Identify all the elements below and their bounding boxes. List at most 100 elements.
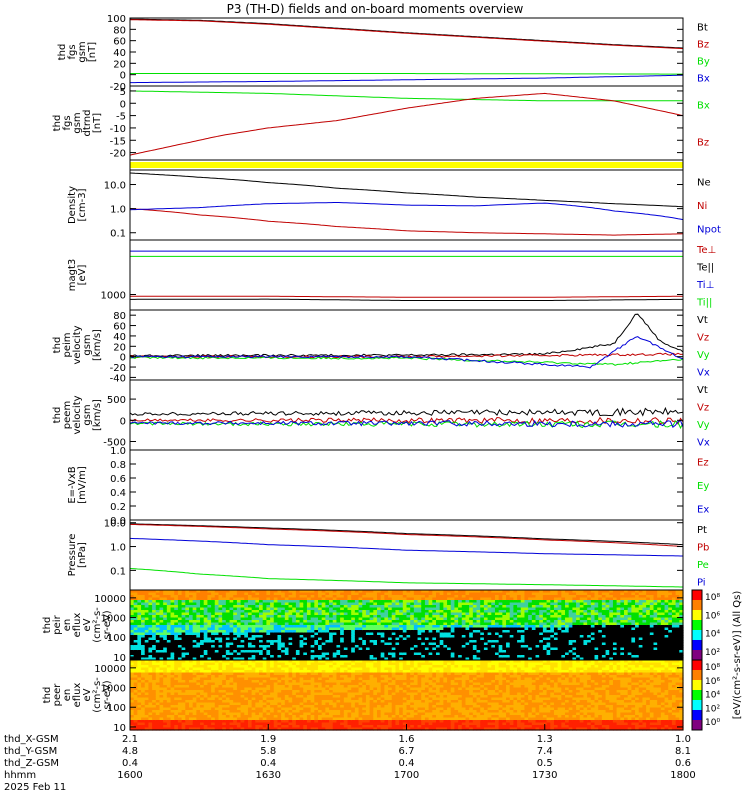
- xtick-hhmm-0: 1600: [117, 770, 142, 781]
- legend-fgs_gse_detrended-1: Bz: [697, 138, 709, 149]
- peim_velocity-series-vy: [129, 356, 684, 366]
- peer-spectrogram: [130, 660, 684, 731]
- plot-title: P3 (TH-D) fields and on-board moments ov…: [226, 2, 524, 16]
- ytick-fgs_gsm-5: 0: [120, 71, 126, 82]
- ylabel-peir_spectrogram-4: eV: [82, 618, 93, 631]
- ytick-peir_spectrogram-1: 1000: [101, 614, 126, 625]
- ytick-pressure-2: 0.1: [110, 566, 126, 577]
- flag-bar-frame: [129, 159, 684, 171]
- fgs_gsm-series-bt: [129, 18, 684, 49]
- ylabel-peir_spectrogram-5: (cm²-s-: [92, 607, 103, 643]
- legend-density-1: Ni: [697, 201, 707, 212]
- ylabel-fgs_gsm-1: fgs: [67, 44, 78, 59]
- legend-fgs_gsm-0: Bt: [697, 23, 708, 34]
- ylabel-pressure-0: Pressure: [67, 534, 78, 577]
- ytick-fgs_gsm-6: -20: [110, 82, 126, 93]
- ytick-peem_velocity-0: 500: [107, 395, 126, 406]
- ytick-efield-2: 0.6: [110, 474, 126, 485]
- legend-peim_velocity-2: Vy: [697, 350, 710, 361]
- ylabel-peim_velocity-4: [km/s]: [92, 329, 103, 361]
- legend-fgs_gsm-2: By: [697, 57, 710, 68]
- ytick-peer_spectrogram-0: 10000: [94, 664, 126, 675]
- legend-density-0: Ne: [697, 178, 711, 189]
- peim_velocity-series-vx: [129, 336, 684, 369]
- peir_spectrogram-colorbar: [691, 589, 703, 661]
- legend-peim_velocity-1: Vz: [697, 332, 709, 343]
- ylabel-efield-1: [mV/m]: [77, 466, 88, 504]
- ytick-peim_velocity-2: 40: [113, 332, 126, 343]
- ytick-pressure-1: 1.0: [110, 543, 126, 554]
- xtick-X-1: 1.9: [260, 734, 276, 745]
- pressure-series-pb: [129, 523, 684, 547]
- xtick-Y-0: 4.8: [122, 746, 138, 757]
- ytick-fgs_gse_detrended-5: -20: [110, 149, 126, 160]
- ylabel-fgs_gsm-2: gsm: [77, 41, 88, 62]
- legend-pressure-1: Pb: [697, 542, 709, 553]
- legend-temperature-2: Ti⊥: [696, 280, 714, 291]
- xtick-Z-0: 0.4: [122, 758, 138, 769]
- xtick-Z-3: 0.5: [537, 758, 553, 769]
- xtick-hhmm-2: 1700: [394, 770, 419, 781]
- ytick-density-0: 10.0: [104, 181, 126, 192]
- peem_velocity-series-vt: [129, 406, 684, 417]
- legend-fgs_gsm-1: Bz: [697, 40, 709, 51]
- ylabel-fgs_gse_detrended-0: thd: [52, 115, 63, 132]
- xtick-Z-4: 0.6: [675, 758, 691, 769]
- ytick-peer_spectrogram-2: 100: [107, 703, 126, 714]
- ytick-peim_velocity-6: -40: [110, 373, 126, 384]
- fgs_gse_detrended-frame: [129, 85, 684, 161]
- ylabel-peim_velocity-0: thd: [52, 337, 63, 354]
- ylabel-peer_spectrogram-4: eV: [82, 688, 93, 701]
- density-series-ne: [129, 172, 684, 208]
- legend-efield-1: Ey: [697, 481, 709, 492]
- ylabel-peir_spectrogram-2: en: [62, 619, 73, 632]
- xtick-Z-1: 0.4: [260, 758, 276, 769]
- colorbar-tick-peir_spectrogram-3: 10²: [705, 648, 720, 658]
- legend-peem_velocity-2: Vy: [697, 420, 710, 431]
- legend-temperature-1: Te||: [696, 262, 714, 273]
- fgs_gsm-series-bz: [130, 19, 684, 50]
- legend-temperature-0: Te⊥: [696, 245, 716, 256]
- peer_spectrogram-colorbar: [691, 659, 703, 731]
- ytick-peem_velocity-2: -500: [103, 438, 126, 449]
- xtick-X-2: 1.6: [399, 734, 415, 745]
- ylabel-peem_velocity-3: gsm: [82, 404, 93, 425]
- ytick-peim_velocity-3: 20: [113, 342, 126, 353]
- colorbar-tick-peer_spectrogram-2: 10⁴: [705, 691, 720, 701]
- ylabel-fgs_gsm-0: thd: [57, 44, 68, 61]
- legend-peem_velocity-1: Vz: [697, 402, 709, 413]
- ylabel-pressure-1: [nPa]: [77, 542, 88, 568]
- pressure-series-pt: [129, 523, 684, 546]
- colorbar-tick-peer_spectrogram-1: 10⁶: [705, 677, 720, 687]
- ylabel-peim_velocity-1: peim: [62, 332, 73, 357]
- ytick-efield-5: 0.0: [110, 516, 126, 527]
- x-row-label-2: thd_Z-GSM: [4, 758, 59, 769]
- peem_velocity-series-vz: [129, 416, 684, 425]
- ylabel-peir_spectrogram-1: peir: [52, 614, 63, 634]
- colorbar-tick-peer_spectrogram-4: 10⁰: [705, 718, 720, 728]
- xtick-Y-2: 6.7: [399, 746, 415, 757]
- legend-pressure-3: Pi: [697, 577, 706, 588]
- ytick-density-2: 0.1: [110, 229, 126, 240]
- ylabel-peer_spectrogram-0: thd: [42, 687, 53, 704]
- ylabel-temperature-0: magt3: [67, 259, 78, 292]
- legend-efield-0: Ez: [697, 458, 709, 469]
- ylabel-fgs_gse_detrended-3: dtrnd: [82, 110, 93, 137]
- colorbar-tick-peir_spectrogram-1: 10⁶: [705, 611, 720, 621]
- peim_velocity-series-vt: [129, 313, 684, 358]
- ytick-peer_spectrogram-3: 10: [113, 723, 126, 734]
- ylabel-peer_spectrogram-2: en: [62, 689, 73, 702]
- ylabel-density-0: Density: [67, 186, 78, 224]
- ytick-peim_velocity-4: 0: [120, 353, 126, 364]
- ylabel-peer_spectrogram-1: peer: [52, 683, 63, 707]
- ylabel-peem_velocity-4: [km/s]: [92, 399, 103, 431]
- ylabel-peir_spectrogram-3: eflux: [72, 613, 83, 638]
- ytick-fgs_gsm-3: 40: [113, 48, 126, 59]
- ylabel-peim_velocity-2: velocity: [72, 325, 83, 364]
- ytick-peir_spectrogram-0: 10000: [94, 594, 126, 605]
- ytick-efield-4: 0.2: [110, 502, 126, 513]
- ytick-fgs_gse_detrended-0: 5: [120, 87, 126, 98]
- fgs_gse_detrended-series-bx: [129, 90, 683, 102]
- colorbar-tick-peir_spectrogram-2: 10⁴: [705, 630, 720, 640]
